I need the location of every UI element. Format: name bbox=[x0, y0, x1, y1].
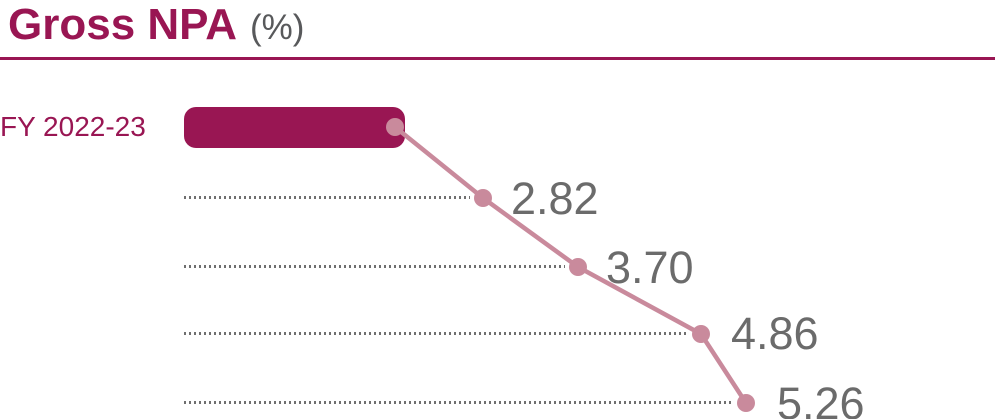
fy2022-23-highlight-bar bbox=[184, 107, 405, 148]
title-divider-rule bbox=[0, 57, 995, 60]
data-point-marker-5 bbox=[737, 394, 755, 412]
chart-unit-label: (%) bbox=[250, 8, 305, 47]
data-point-marker-2 bbox=[474, 189, 492, 207]
dot-leader-row-3 bbox=[184, 265, 565, 268]
value-label-4: 4.86 bbox=[731, 308, 819, 359]
data-point-marker-3 bbox=[569, 258, 587, 276]
chart-title: Gross NPA bbox=[8, 0, 238, 49]
value-label-2: 2.82 bbox=[511, 173, 599, 224]
fiscal-year-label: FY 2022-23 bbox=[0, 111, 146, 142]
data-point-marker-4 bbox=[692, 325, 710, 343]
value-label-5: 5.26 bbox=[777, 378, 865, 419]
chart-header: Gross NPA (%) bbox=[8, 0, 304, 50]
value-label-3: 3.70 bbox=[606, 242, 694, 293]
dot-leader-row-2 bbox=[184, 196, 470, 199]
dot-leader-row-5 bbox=[184, 401, 733, 404]
dot-leader-row-4 bbox=[184, 332, 687, 335]
data-point-marker-fy2022-23 bbox=[386, 118, 404, 136]
